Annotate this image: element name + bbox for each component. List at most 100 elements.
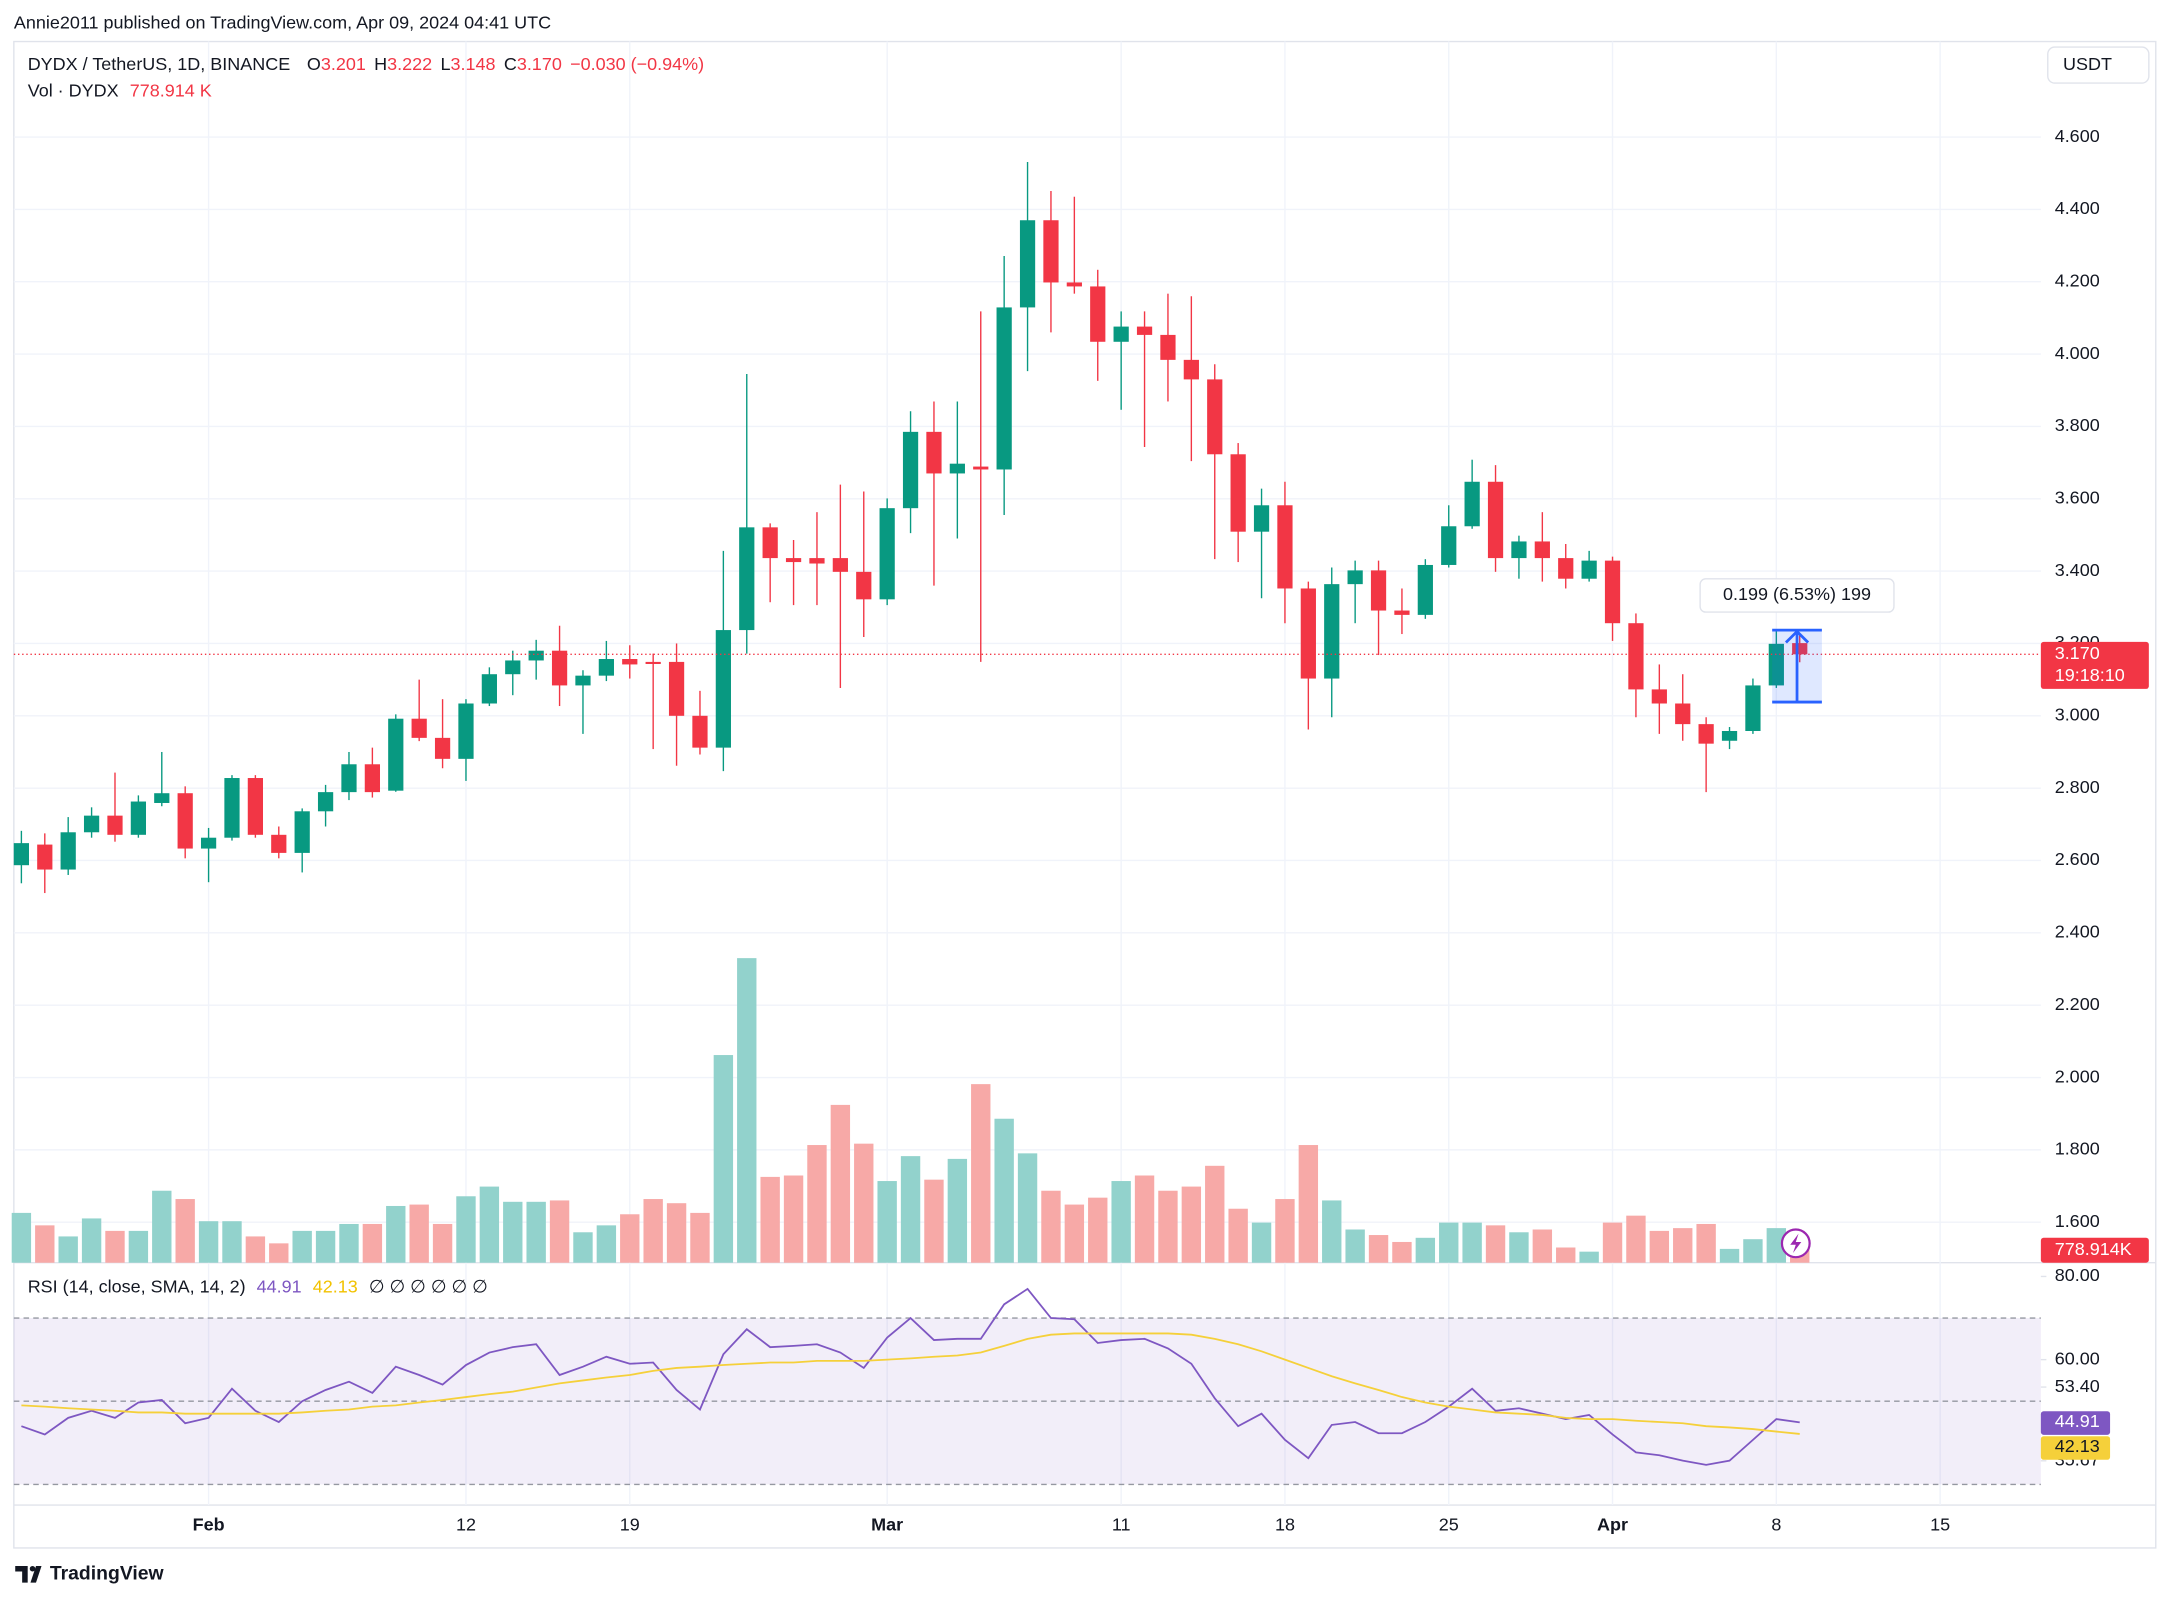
candle-body [575, 675, 591, 686]
volume-bar [1088, 1197, 1108, 1263]
alert-bolt[interactable] [1790, 1233, 1802, 1254]
candle-body [1745, 685, 1761, 731]
candle-body [809, 558, 825, 564]
candle-body [411, 718, 427, 738]
legend-value: 3.222 [387, 54, 432, 74]
y-tick-label: 4.000 [2055, 343, 2100, 363]
candle-body [388, 718, 404, 791]
candle-body [973, 466, 989, 470]
symbol-title: DYDX / TetherUS, 1D, BINANCE [28, 54, 291, 74]
volume-bar [1111, 1181, 1131, 1263]
volume-bar [877, 1181, 897, 1263]
y-tick-label: 2.800 [2055, 777, 2100, 797]
candle-body [1347, 570, 1363, 585]
volume-bar [1064, 1204, 1085, 1263]
currency-button[interactable]: USDT [2047, 46, 2150, 84]
candle-body [1066, 282, 1082, 287]
candle-body [832, 558, 848, 572]
volume-bar [1696, 1223, 1716, 1263]
rsi-line [21, 1332, 1800, 1435]
volume-bar [1485, 1225, 1506, 1263]
volume-bar [573, 1232, 593, 1263]
volume-bar [1368, 1235, 1389, 1263]
candle-body [481, 674, 497, 704]
volume-bar [245, 1236, 266, 1263]
rsi-title: RSI (14, close, SMA, 14, 2) [28, 1276, 246, 1296]
candle-body [1113, 326, 1129, 342]
candle-body [1604, 560, 1621, 624]
volume-bar [807, 1145, 827, 1263]
logo-mark [15, 1565, 42, 1583]
rsi-value-label: 44.91 [2055, 1411, 2100, 1431]
candle-body [247, 778, 263, 835]
candle-body [1651, 689, 1667, 704]
logo-text: TradingView [50, 1562, 165, 1584]
volume-bar [269, 1243, 289, 1263]
currency-button-frame[interactable] [2047, 46, 2150, 84]
measure-arrowhead [1784, 629, 1810, 644]
volume-bar [198, 1221, 219, 1263]
rsi-value-box [2040, 1411, 2111, 1435]
y-tick-label: 1.800 [2055, 1139, 2100, 1159]
rsi-legend: RSI (14, close, SMA, 14, 2) 44.91 42.13 ∅ ∅… [28, 1276, 488, 1296]
candle-body [130, 801, 147, 835]
candle-body [1487, 481, 1504, 559]
candle-body [1253, 505, 1270, 532]
candle-body [1090, 286, 1106, 342]
y-tick-label: 3.000 [2055, 705, 2100, 725]
candle-body [1160, 334, 1176, 360]
logo: TradingView [15, 1562, 165, 1584]
currency-label[interactable]: USDT [2063, 54, 2112, 74]
candle-body [1324, 584, 1340, 679]
legend-change: −0.030 (−0.94%) [570, 54, 704, 74]
candle-body [785, 558, 802, 563]
volume-bar [1322, 1200, 1342, 1263]
rsi-flags: ∅ ∅ ∅ ∅ ∅ ∅ [369, 1276, 488, 1296]
legend-value: 3.201 [321, 54, 366, 74]
volume-bar [81, 1218, 102, 1263]
candle-body [1698, 724, 1714, 744]
volume-bar [1228, 1208, 1248, 1263]
candle-body [37, 844, 53, 870]
legend-label: L [440, 54, 450, 74]
legend-label: O [307, 54, 321, 74]
volume-bar [1275, 1199, 1295, 1263]
volume-bar [1251, 1222, 1272, 1263]
volume-bar [1017, 1153, 1038, 1263]
candle-body [1721, 730, 1738, 741]
candle-body [1675, 703, 1691, 725]
candle-body [1558, 558, 1574, 579]
rsi-value-box [2040, 1436, 2111, 1460]
volume-bar [737, 958, 757, 1263]
volume-value-label: 778.914K [2055, 1239, 2132, 1259]
x-tick-label: 18 [1275, 1515, 1295, 1535]
volume-bar [1134, 1175, 1155, 1263]
candle-body [949, 463, 965, 474]
volume-bar [526, 1201, 546, 1263]
candle-body [13, 843, 30, 866]
alert-icon[interactable] [1780, 1228, 1811, 1259]
volume-bar [222, 1221, 242, 1263]
candle-body [294, 811, 310, 853]
candle-body [1394, 610, 1410, 615]
candle-body [107, 815, 123, 835]
volume-bar [596, 1225, 617, 1263]
x-tick-label: Apr [1597, 1515, 1628, 1535]
volume-bar [1415, 1237, 1436, 1263]
volume-bar [315, 1230, 336, 1263]
candle-body [1464, 481, 1480, 527]
volume-bar [479, 1186, 500, 1263]
volume-bar [1579, 1251, 1599, 1263]
candle-body [505, 660, 521, 675]
volume-bar [1649, 1230, 1670, 1263]
candle-body [598, 659, 614, 676]
volume-title: Vol · DYDX [28, 80, 119, 100]
volume-bar [1509, 1232, 1529, 1263]
last-price-box [2040, 641, 2149, 689]
y-tick-label: 3.600 [2055, 488, 2100, 508]
candle-body [1792, 643, 1808, 655]
candle-body [902, 431, 919, 509]
candle-body [1043, 220, 1059, 283]
